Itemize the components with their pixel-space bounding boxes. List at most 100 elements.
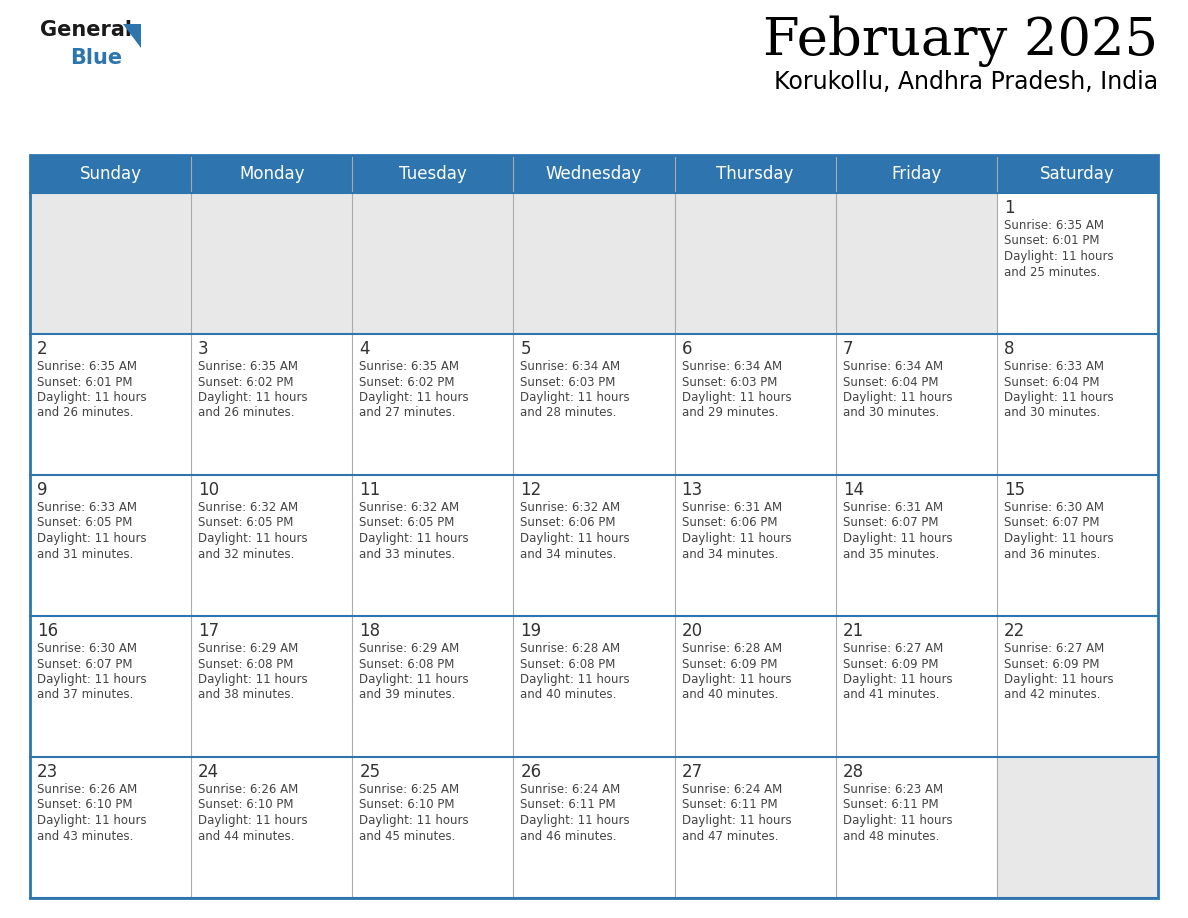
FancyBboxPatch shape [997,193,1158,334]
FancyBboxPatch shape [835,475,997,616]
Text: 14: 14 [842,481,864,499]
Text: Sunrise: 6:33 AM: Sunrise: 6:33 AM [37,501,137,514]
FancyBboxPatch shape [513,475,675,616]
Text: and 48 minutes.: and 48 minutes. [842,830,939,843]
Text: and 36 minutes.: and 36 minutes. [1004,547,1100,561]
Text: and 43 minutes.: and 43 minutes. [37,830,133,843]
Text: 8: 8 [1004,340,1015,358]
Text: Sunrise: 6:24 AM: Sunrise: 6:24 AM [682,783,782,796]
Text: Sunset: 6:05 PM: Sunset: 6:05 PM [198,517,293,530]
FancyBboxPatch shape [675,757,835,898]
Text: Sunrise: 6:34 AM: Sunrise: 6:34 AM [520,360,620,373]
Text: Sunset: 6:03 PM: Sunset: 6:03 PM [520,375,615,388]
Text: Sunrise: 6:35 AM: Sunrise: 6:35 AM [198,360,298,373]
Text: and 41 minutes.: and 41 minutes. [842,688,940,701]
Text: 13: 13 [682,481,703,499]
Text: Sunset: 6:08 PM: Sunset: 6:08 PM [198,657,293,670]
Text: and 40 minutes.: and 40 minutes. [682,688,778,701]
FancyBboxPatch shape [513,757,675,898]
FancyBboxPatch shape [30,475,191,616]
FancyBboxPatch shape [997,757,1158,898]
FancyBboxPatch shape [997,334,1158,475]
Text: 9: 9 [37,481,48,499]
FancyBboxPatch shape [997,616,1158,757]
Text: Daylight: 11 hours: Daylight: 11 hours [359,532,469,545]
Text: and 42 minutes.: and 42 minutes. [1004,688,1100,701]
Text: and 28 minutes.: and 28 minutes. [520,407,617,420]
Text: Sunset: 6:08 PM: Sunset: 6:08 PM [359,657,455,670]
Text: Daylight: 11 hours: Daylight: 11 hours [682,814,791,827]
Text: Sunrise: 6:29 AM: Sunrise: 6:29 AM [198,642,298,655]
Text: Daylight: 11 hours: Daylight: 11 hours [520,814,630,827]
FancyBboxPatch shape [675,334,835,475]
Text: 11: 11 [359,481,380,499]
Text: 27: 27 [682,763,702,781]
FancyBboxPatch shape [191,757,353,898]
Text: Sunrise: 6:30 AM: Sunrise: 6:30 AM [1004,501,1104,514]
Text: Sunset: 6:09 PM: Sunset: 6:09 PM [842,657,939,670]
Text: Sunrise: 6:35 AM: Sunrise: 6:35 AM [359,360,460,373]
FancyBboxPatch shape [30,155,1158,193]
FancyBboxPatch shape [835,757,997,898]
Text: Sunday: Sunday [80,165,141,183]
FancyBboxPatch shape [675,193,835,334]
Text: Sunrise: 6:28 AM: Sunrise: 6:28 AM [682,642,782,655]
Text: and 33 minutes.: and 33 minutes. [359,547,455,561]
Text: and 30 minutes.: and 30 minutes. [1004,407,1100,420]
Text: Daylight: 11 hours: Daylight: 11 hours [37,673,146,686]
Text: Sunrise: 6:28 AM: Sunrise: 6:28 AM [520,642,620,655]
Text: and 32 minutes.: and 32 minutes. [198,547,295,561]
FancyBboxPatch shape [353,616,513,757]
FancyBboxPatch shape [997,475,1158,616]
Text: Sunset: 6:10 PM: Sunset: 6:10 PM [359,799,455,812]
Text: and 46 minutes.: and 46 minutes. [520,830,617,843]
Text: Sunset: 6:09 PM: Sunset: 6:09 PM [682,657,777,670]
Text: 19: 19 [520,622,542,640]
Text: Sunset: 6:03 PM: Sunset: 6:03 PM [682,375,777,388]
Text: Tuesday: Tuesday [399,165,467,183]
Text: 12: 12 [520,481,542,499]
Text: 21: 21 [842,622,864,640]
Text: Sunset: 6:07 PM: Sunset: 6:07 PM [842,517,939,530]
Text: Daylight: 11 hours: Daylight: 11 hours [37,814,146,827]
Text: 10: 10 [198,481,220,499]
FancyBboxPatch shape [513,334,675,475]
Text: Sunrise: 6:32 AM: Sunrise: 6:32 AM [198,501,298,514]
Text: Sunset: 6:04 PM: Sunset: 6:04 PM [1004,375,1099,388]
Text: 1: 1 [1004,199,1015,217]
Text: Sunset: 6:05 PM: Sunset: 6:05 PM [37,517,132,530]
FancyBboxPatch shape [30,616,191,757]
Text: Sunrise: 6:29 AM: Sunrise: 6:29 AM [359,642,460,655]
Text: 20: 20 [682,622,702,640]
FancyBboxPatch shape [835,334,997,475]
Text: and 47 minutes.: and 47 minutes. [682,830,778,843]
Text: Sunset: 6:10 PM: Sunset: 6:10 PM [198,799,293,812]
FancyBboxPatch shape [353,475,513,616]
FancyBboxPatch shape [30,757,191,898]
Text: Sunrise: 6:32 AM: Sunrise: 6:32 AM [520,501,620,514]
Text: Sunrise: 6:31 AM: Sunrise: 6:31 AM [682,501,782,514]
Text: Sunset: 6:07 PM: Sunset: 6:07 PM [37,657,133,670]
Text: 2: 2 [37,340,48,358]
Text: and 37 minutes.: and 37 minutes. [37,688,133,701]
Text: and 45 minutes.: and 45 minutes. [359,830,456,843]
Text: and 25 minutes.: and 25 minutes. [1004,265,1100,278]
FancyBboxPatch shape [191,616,353,757]
Text: Daylight: 11 hours: Daylight: 11 hours [1004,391,1113,404]
FancyBboxPatch shape [835,193,997,334]
Text: 18: 18 [359,622,380,640]
Text: 5: 5 [520,340,531,358]
Text: Blue: Blue [70,48,122,68]
Text: and 38 minutes.: and 38 minutes. [198,688,295,701]
Text: Sunset: 6:01 PM: Sunset: 6:01 PM [37,375,133,388]
Text: Daylight: 11 hours: Daylight: 11 hours [198,814,308,827]
Text: Sunset: 6:02 PM: Sunset: 6:02 PM [198,375,293,388]
FancyBboxPatch shape [513,616,675,757]
Text: and 39 minutes.: and 39 minutes. [359,688,456,701]
FancyBboxPatch shape [513,193,675,334]
Text: 22: 22 [1004,622,1025,640]
Text: Sunset: 6:06 PM: Sunset: 6:06 PM [520,517,615,530]
Polygon shape [124,24,141,48]
Text: Sunset: 6:11 PM: Sunset: 6:11 PM [842,799,939,812]
Text: Daylight: 11 hours: Daylight: 11 hours [359,391,469,404]
